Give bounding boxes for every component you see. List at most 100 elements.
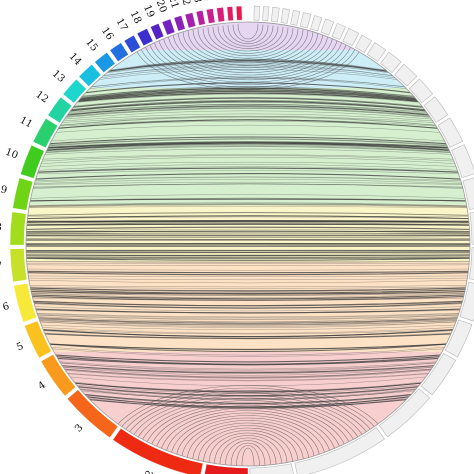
synteny-link: [33, 183, 463, 189]
synteny-link: [172, 31, 324, 71]
synteny-link: [39, 319, 457, 324]
synteny-link: [30, 199, 466, 202]
synteny-link: [64, 369, 432, 379]
inner-circle-outline: [25, 21, 471, 467]
left-segment-13: [62, 78, 87, 104]
synteny-link: [52, 348, 444, 357]
synteny-link: [67, 373, 429, 381]
synteny-link: [34, 176, 462, 183]
left-segment-20: [161, 18, 176, 36]
right-segment: [378, 388, 431, 438]
right-segment: [408, 78, 434, 104]
synteny-link: [222, 25, 274, 47]
synteny-link: [27, 272, 469, 276]
synteny-link: [30, 289, 466, 294]
synteny-link: [90, 76, 406, 88]
synteny-link: [26, 230, 470, 233]
synteny-link: [28, 279, 468, 284]
left-segment-18: [136, 28, 154, 47]
synteny-link: [51, 133, 445, 142]
synteny-link: [78, 387, 418, 397]
synteny-link: [78, 90, 418, 102]
synteny-link: [91, 77, 405, 87]
synteny-link: [26, 257, 470, 261]
synteny-link: [27, 215, 469, 217]
synteny-link: [31, 291, 465, 295]
synteny-link: [241, 447, 255, 466]
synteny-link: [31, 291, 465, 295]
synteny-link: [55, 354, 441, 363]
left-segment-21: [173, 15, 186, 32]
right-segment: [294, 427, 385, 474]
synteny-link: [71, 99, 425, 110]
right-segment: [280, 8, 290, 24]
left-segment-12: [47, 96, 72, 124]
synteny-link: [77, 93, 419, 103]
synteny-link: [67, 106, 429, 115]
segment-label: 7: [0, 261, 3, 273]
right-segment: [342, 28, 360, 47]
synteny-link: [27, 216, 469, 219]
synteny-link: [86, 396, 410, 408]
synteny-link: [46, 143, 450, 152]
synteny-link: [81, 86, 415, 98]
synteny-link: [26, 223, 470, 226]
left-segment-2: [112, 428, 204, 474]
segment-label: 11: [18, 115, 34, 131]
synteny-link: [104, 385, 392, 457]
synteny-link: [35, 308, 461, 314]
synteny-link: [40, 321, 456, 328]
synteny-link: [82, 87, 414, 97]
synteny-link: [62, 365, 434, 374]
synteny-link: [79, 89, 417, 101]
synteny-link: [85, 82, 411, 94]
synteny-link: [71, 100, 425, 110]
right-segment: [444, 319, 473, 358]
synteny-link: [49, 343, 447, 350]
left-segment-8: [9, 211, 27, 246]
left-segment-7: [9, 248, 28, 283]
left-segment-23: [195, 10, 206, 26]
synteny-link: [33, 183, 463, 188]
synteny-link: [65, 370, 431, 379]
segment-label: 20: [154, 0, 169, 14]
synteny-link: [32, 297, 464, 301]
left-genome-ring: [9, 5, 249, 474]
synteny-link: [102, 64, 394, 77]
right-segment: [459, 281, 474, 322]
segment-label: 12: [33, 89, 50, 105]
synteny-link: [37, 167, 459, 173]
synteny-link: [75, 383, 421, 392]
synteny-link: [29, 204, 467, 208]
left-segment-9: [12, 177, 34, 211]
synteny-link: [31, 293, 465, 299]
synteny-link: [35, 173, 461, 180]
synteny-link: [67, 373, 429, 382]
synteny-link: [232, 24, 264, 42]
synteny-link: [46, 144, 450, 151]
segment-label: 4: [37, 380, 48, 393]
synteny-link: [85, 395, 411, 405]
right-segment: [394, 63, 418, 87]
synteny-link: [81, 390, 415, 400]
synteny-link: [175, 417, 321, 462]
synteny-link: [109, 387, 387, 457]
synteny-link: [76, 384, 420, 394]
synteny-link: [38, 317, 458, 325]
right-segment: [310, 15, 323, 32]
synteny-link: [100, 66, 396, 79]
synteny-link: [26, 222, 470, 226]
synteny-link: [115, 390, 381, 457]
synteny-link: [41, 324, 455, 330]
synteny-link: [46, 142, 450, 151]
synteny-link: [236, 445, 260, 466]
synteny-link: [74, 382, 422, 393]
left-segment-5: [24, 320, 52, 359]
synteny-link: [225, 440, 271, 465]
synteny-link: [29, 202, 467, 207]
synteny-link: [26, 230, 470, 233]
synteny-link: [64, 368, 432, 378]
synteny-link: [227, 25, 269, 45]
synteny-link: [30, 197, 466, 202]
